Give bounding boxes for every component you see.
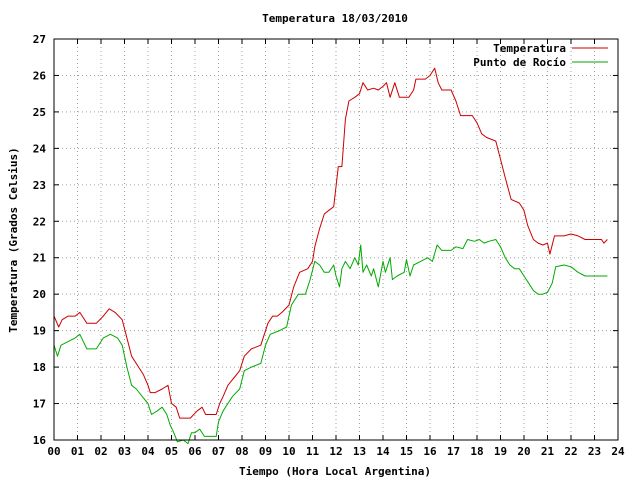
x-tick-label: 21 — [541, 445, 555, 458]
legend-label: Punto de Rocío — [473, 56, 566, 69]
x-tick-label: 11 — [306, 445, 320, 458]
x-tick-label: 23 — [588, 445, 601, 458]
y-tick-label: 26 — [33, 69, 47, 82]
x-tick-label: 10 — [282, 445, 295, 458]
y-tick-label: 20 — [33, 288, 46, 301]
x-tick-label: 04 — [141, 445, 155, 458]
x-tick-label: 22 — [564, 445, 577, 458]
x-tick-label: 24 — [611, 445, 625, 458]
y-tick-label: 19 — [33, 325, 46, 338]
y-tick-label: 16 — [33, 434, 47, 447]
series-layer — [53, 67, 608, 445]
x-tick-label: 03 — [118, 445, 131, 458]
legend-label: Temperatura — [493, 42, 566, 55]
grid — [54, 39, 618, 440]
y-tick-label: 18 — [33, 361, 46, 374]
y-tick-label: 17 — [33, 398, 46, 411]
x-tick-label: 17 — [447, 445, 460, 458]
x-tick-label: 08 — [235, 445, 248, 458]
y-tick-label: 23 — [33, 179, 46, 192]
x-tick-label: 07 — [212, 445, 225, 458]
x-tick-label: 14 — [376, 445, 390, 458]
x-tick-label: 18 — [470, 445, 483, 458]
x-tick-label: 20 — [517, 445, 530, 458]
x-tick-label: 05 — [165, 445, 178, 458]
x-tick-label: 15 — [400, 445, 413, 458]
series-line-punto-de-rocio — [53, 239, 608, 445]
x-tick-label: 16 — [423, 445, 437, 458]
ticks: 00 01 02 03 04 05 06 07 08 09 10 11 12 13 14 15 16 17 18 19… — [33, 33, 625, 458]
y-tick-label: 21 — [33, 252, 47, 265]
y-tick-label: 24 — [33, 142, 47, 155]
x-tick-label: 19 — [494, 445, 507, 458]
x-tick-label: 12 — [329, 445, 342, 458]
y-tick-label: 27 — [33, 33, 46, 46]
y-axis-label: Temperatura (Grados Celsius) — [7, 147, 20, 332]
y-tick-label: 22 — [33, 215, 46, 228]
x-tick-label: 02 — [94, 445, 107, 458]
x-axis-label: Tiempo (Hora Local Argentina) — [239, 465, 431, 478]
y-tick-label: 25 — [33, 106, 46, 119]
series-line-temperatura — [53, 67, 608, 419]
x-tick-label: 13 — [353, 445, 366, 458]
x-tick-label: 00 — [47, 445, 60, 458]
x-tick-label: 09 — [259, 445, 272, 458]
chart-title: Temperatura 18/03/2010 — [262, 12, 408, 25]
x-tick-label: 01 — [71, 445, 85, 458]
x-tick-label: 06 — [188, 445, 202, 458]
